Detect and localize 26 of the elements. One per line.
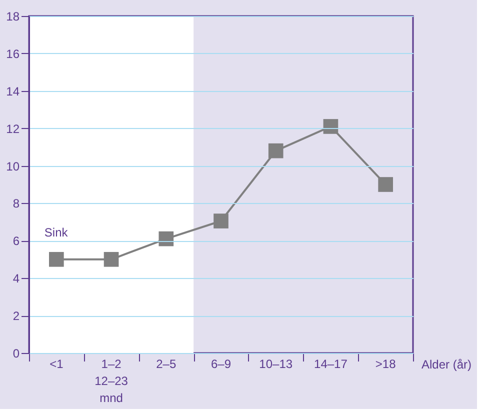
x-tick-label: 10–13 [259, 357, 293, 371]
x-tick-label: 14–17 [314, 357, 348, 371]
point [268, 143, 284, 158]
point [104, 252, 119, 267]
x-axis-title: Alder (år) [422, 358, 472, 372]
x-tick-label: <1 [50, 357, 64, 371]
y-tick-label: 14 [6, 84, 20, 98]
point [378, 177, 393, 192]
y-tick-label: 10 [6, 159, 20, 174]
x-tick-label: 2–5 [156, 357, 176, 371]
y-tick-label: 16 [6, 46, 20, 61]
x-tick-label: 6–9 [210, 357, 232, 371]
x-tick-label: 1–2 12–23 mnd [94, 357, 128, 405]
y-tick-label: 18 [6, 10, 20, 24]
point [49, 252, 64, 267]
y-tick-label: 4 [12, 272, 20, 286]
series-label: Sink [44, 225, 69, 240]
y-tick-label: 6 [12, 234, 20, 248]
point [214, 214, 228, 228]
point [158, 231, 174, 246]
x-tick-label: >18 [375, 357, 396, 371]
y-tick-label: 12 [6, 122, 20, 136]
y-tick-label: 8 [12, 196, 20, 211]
y-tick-label: 0 [12, 346, 20, 360]
y-tick-label: 2 [12, 309, 20, 324]
point [323, 119, 338, 134]
